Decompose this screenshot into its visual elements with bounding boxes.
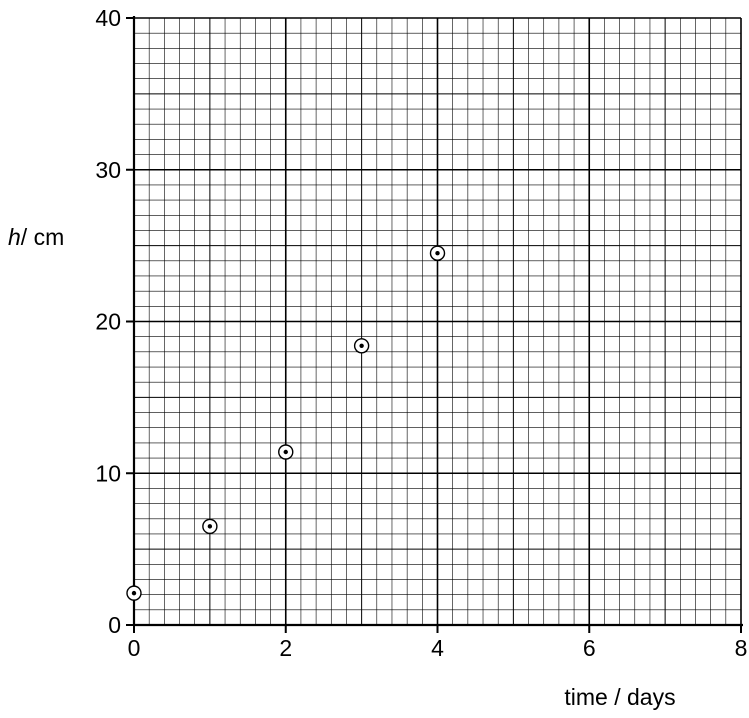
data-point: [278, 444, 294, 460]
x-tick-label: 6: [583, 635, 596, 661]
y-tick-label: 40: [95, 5, 121, 31]
x-axis-title: time / days: [564, 684, 675, 710]
data-point-dot: [131, 590, 137, 596]
x-tick-label: 8: [735, 635, 748, 661]
x-tick-label: 2: [279, 635, 292, 661]
y-tick-label: 30: [95, 157, 121, 183]
y-axis-unit: / cm: [21, 224, 64, 250]
data-point-dot: [435, 251, 440, 256]
data-point-dot: [359, 343, 364, 348]
data-point: [429, 245, 446, 261]
x-tick-label: 4: [431, 635, 444, 661]
data-point: [126, 585, 142, 601]
y-tick-labels: 0 10 20 30 40: [95, 5, 121, 638]
data-point-dot: [207, 524, 213, 529]
x-tick-labels: 0 2 4 6 8: [128, 635, 748, 661]
data-points: [126, 245, 446, 601]
y-tick-label: 10: [95, 460, 121, 486]
x-tick-label: 0: [128, 635, 141, 661]
data-point: [353, 338, 370, 354]
y-tick-label: 0: [108, 612, 121, 638]
data-point: [202, 518, 218, 535]
y-tick-label: 20: [95, 309, 121, 335]
data-point-dot: [283, 449, 288, 455]
y-axis-title: h/ cm: [8, 224, 64, 250]
axes: [126, 16, 743, 633]
y-axis-symbol: h: [8, 224, 21, 250]
